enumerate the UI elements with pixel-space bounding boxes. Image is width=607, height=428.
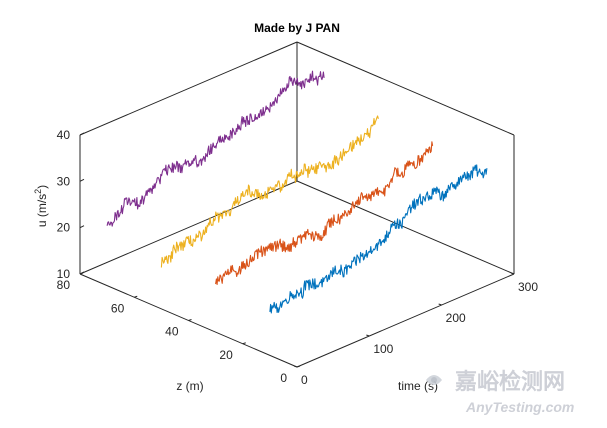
time-tick-mark xyxy=(366,334,370,337)
time-axis-line xyxy=(296,273,515,368)
u-tick-mark xyxy=(79,225,85,229)
time-tick-label: 100 xyxy=(373,342,393,356)
back-edge-top-right xyxy=(296,41,515,136)
z-tick-mark xyxy=(188,319,192,321)
u-tick-label: 10 xyxy=(57,267,71,281)
box-back-edges xyxy=(79,41,515,275)
z-axis-label: z (m) xyxy=(176,379,203,393)
series-line-z50 xyxy=(160,115,379,268)
u-tick-label: 40 xyxy=(57,128,71,142)
time-tick-label: 0 xyxy=(301,373,308,387)
u-tick-mark xyxy=(79,271,85,275)
time-tick-label: 300 xyxy=(518,280,538,294)
watermark-en: AnyTesting.com xyxy=(465,399,574,415)
series-line-z30 xyxy=(215,141,434,285)
time-tick-mark xyxy=(438,303,442,306)
u-tick-label: 30 xyxy=(57,174,71,188)
time-axis-label: time (s) xyxy=(398,379,438,393)
z-tick-label: 60 xyxy=(111,301,125,315)
chart-title: Made by J PAN xyxy=(254,21,340,35)
series-line-z10 xyxy=(269,164,488,314)
u-tick-mark xyxy=(79,132,85,136)
watermark: 嘉峪检测网 AnyTesting.com xyxy=(426,369,574,415)
z-tick-label: 0 xyxy=(280,371,287,385)
watermark-cn: 嘉峪检测网 xyxy=(455,369,565,395)
time-tick-mark xyxy=(293,365,298,368)
time-tick-label: 200 xyxy=(446,311,466,325)
back-edge-floor-right xyxy=(296,180,515,275)
z-tick-mark xyxy=(296,365,301,368)
z-tick-label: 40 xyxy=(165,325,179,339)
series-layer xyxy=(106,70,488,314)
u-axis-label-superscript: 2 xyxy=(33,189,43,194)
u-axis-label: u (m/s2) xyxy=(33,185,49,227)
back-edge-top-left xyxy=(79,41,298,136)
watermark-logo xyxy=(426,375,442,385)
z-tick-mark xyxy=(242,342,246,345)
u-axis-label-close: ) xyxy=(35,185,49,189)
z-tick-label: 20 xyxy=(219,348,233,362)
z-tick-mark xyxy=(134,295,138,298)
z-tick-label: 80 xyxy=(57,278,71,292)
series-line-z70 xyxy=(106,70,325,227)
u-tick-label: 20 xyxy=(57,221,71,235)
u-tick-mark xyxy=(79,178,85,182)
time-tick-mark xyxy=(510,272,515,275)
u-axis-label-main: u (m/s xyxy=(35,194,49,227)
